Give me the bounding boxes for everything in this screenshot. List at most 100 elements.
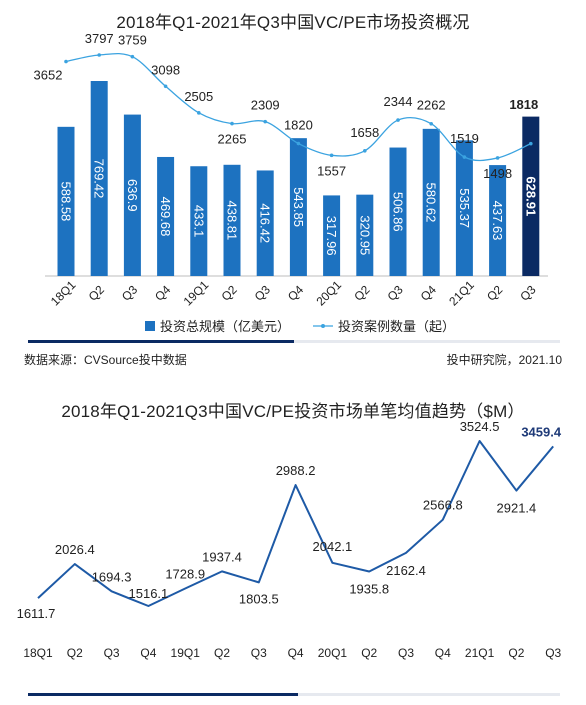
bar-label-12: 535.37 [457, 188, 472, 228]
bar-9 [356, 194, 374, 276]
average-series-line [37, 440, 554, 607]
bar-7 [289, 138, 307, 276]
count-point-13 [495, 156, 500, 160]
x2-tick-12: 21Q1 [465, 646, 495, 660]
count-point-11 [429, 121, 434, 126]
count-point-5 [230, 121, 234, 126]
average-label-2: 1694.3 [92, 569, 132, 584]
count-label-3: 3098 [151, 62, 180, 77]
count-label-1: 3797 [85, 31, 114, 46]
count-label-8: 1557 [317, 163, 346, 178]
bar-5 [223, 164, 241, 276]
count-label-7: 1820 [284, 118, 313, 133]
average-label-11: 2566.8 [423, 498, 463, 513]
bar-8 [323, 195, 341, 276]
bar-0 [57, 126, 75, 276]
average-label-0: 1611.7 [17, 606, 56, 621]
average-label-7: 2988.2 [276, 463, 316, 478]
bar-2 [123, 114, 141, 276]
x2-tick-13: Q2 [508, 646, 524, 660]
count-point-6 [263, 119, 268, 124]
bar-label-11: 580.62 [424, 183, 439, 223]
count-point-4 [197, 111, 201, 115]
count-label-13: 1498 [483, 166, 512, 181]
x2-tick-8: 20Q1 [318, 646, 348, 660]
bar-label-1: 769.42 [92, 159, 107, 199]
legend-bar-swatch [145, 321, 155, 331]
count-label-6: 2309 [251, 98, 280, 113]
bar-3 [157, 156, 175, 276]
x2-tick-9: Q2 [361, 646, 377, 660]
bar-label-0: 588.58 [59, 182, 74, 222]
average-label-13: 2921.4 [497, 501, 537, 516]
bar-1 [90, 81, 108, 276]
count-point-7 [296, 141, 301, 146]
bar-12 [455, 140, 473, 276]
chart2-title: 2018年Q1-2021Q3中国VC/PE投资市场单笔均值趋势（$M） [61, 402, 525, 421]
bar-14 [522, 116, 540, 276]
bar-label-14: 628.91 [523, 176, 538, 216]
bar-label-5: 438.81 [225, 201, 240, 241]
source-note: 数据来源：CVSource投中数据 [24, 353, 187, 367]
bar-label-3: 469.68 [158, 197, 173, 237]
count-label-9: 1658 [350, 125, 379, 140]
legend-line-label: 投资案例数量（起） [338, 319, 455, 334]
average-label-9: 1935.8 [349, 582, 389, 597]
count-label-2: 3759 [118, 33, 147, 48]
investment-overview-chart: 588.58 769.42 636.9 469.68 433.1 438.81 416.42… [34, 31, 548, 334]
x2-tick-7: Q4 [288, 646, 304, 660]
average-label-1: 2026.4 [55, 542, 95, 557]
x2-tick-4: 19Q1 [171, 646, 201, 660]
chart1-title: 2018年Q1-2021年Q3中国VC/PE市场投资概况 [116, 13, 470, 32]
count-point-3 [163, 84, 168, 89]
average-label-12: 3524.5 [460, 419, 500, 434]
x2-tick-14: Q3 [545, 646, 561, 660]
count-point-8 [329, 153, 334, 158]
count-point-14 [529, 141, 533, 146]
count-label-0: 3652 [34, 67, 63, 82]
average-label-8: 2042.1 [313, 539, 353, 554]
x2-tick-1: Q2 [67, 646, 83, 660]
divider-top [28, 340, 294, 343]
x2-tick-0: 18Q1 [23, 646, 53, 660]
average-label-14: 3459.4 [521, 424, 562, 439]
average-label-5: 1937.4 [202, 549, 242, 564]
bar-13 [489, 165, 507, 276]
divider-top-light [294, 340, 560, 343]
x2-tick-6: Q3 [251, 646, 267, 660]
bar-label-8: 317.96 [324, 216, 339, 256]
count-point-2 [130, 54, 135, 59]
bar-label-13: 437.63 [490, 201, 505, 241]
divider-bottom-light [298, 693, 560, 696]
bar-label-6: 416.42 [258, 203, 273, 243]
bar-label-7: 543.85 [291, 187, 306, 227]
count-label-14: 1818 [509, 97, 538, 112]
x2-tick-3: Q4 [140, 646, 156, 660]
average-label-4: 1728.9 [165, 567, 205, 582]
count-point-0 [64, 59, 68, 64]
x2-tick-2: Q3 [104, 646, 120, 660]
count-label-11: 2262 [417, 98, 446, 113]
count-point-12 [462, 155, 467, 159]
credit-note: 投中研究院，2021.10 [446, 353, 562, 367]
x2-tick-5: Q2 [214, 646, 230, 660]
divider-bottom [28, 693, 298, 696]
bar-label-4: 433.1 [191, 205, 206, 238]
bar-11 [422, 128, 440, 276]
bar-label-9: 320.95 [357, 215, 372, 255]
average-label-10: 2162.4 [386, 563, 426, 578]
bar-4 [190, 166, 208, 276]
count-label-10: 2344 [384, 94, 413, 109]
x2-tick-11: Q4 [435, 646, 451, 660]
average-label-6: 1803.5 [239, 591, 279, 606]
count-label-12: 1519 [450, 131, 479, 146]
count-label-5: 2265 [218, 132, 247, 147]
x2-tick-10: Q3 [398, 646, 414, 660]
bar-10 [389, 147, 407, 276]
count-point-9 [363, 148, 367, 153]
legend-line-marker [321, 324, 325, 328]
bar-label-10: 506.86 [391, 192, 406, 232]
bar-6 [256, 170, 274, 276]
count-point-1 [97, 53, 101, 57]
